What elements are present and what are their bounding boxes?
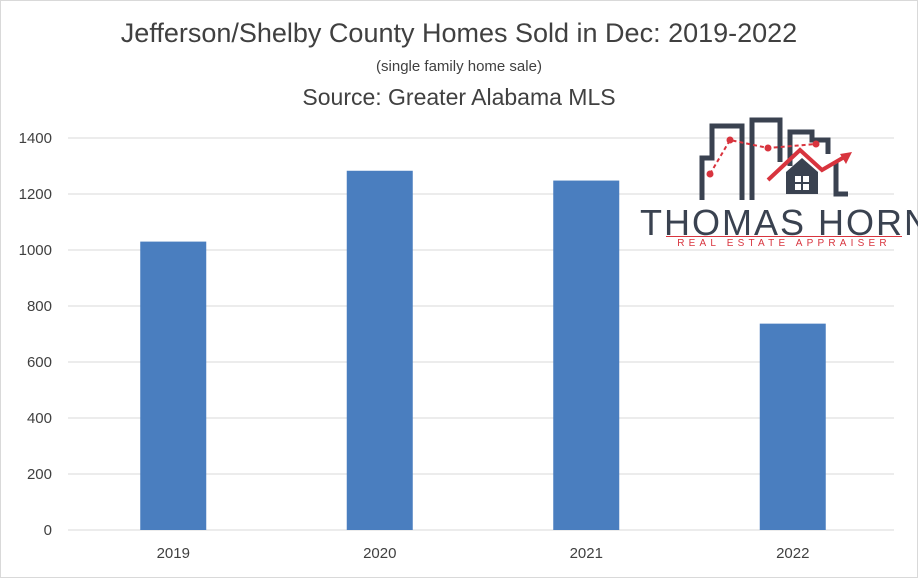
chart-title: Jefferson/Shelby County Homes Sold in De… bbox=[120, 18, 798, 48]
chart-subtitle: (single family home sale) bbox=[376, 58, 542, 75]
y-tick-label: 600 bbox=[27, 354, 52, 371]
y-tick-label: 1000 bbox=[19, 242, 52, 259]
chart-source: Source: Greater Alabama MLS bbox=[302, 84, 616, 110]
x-tick-label: 2021 bbox=[570, 545, 603, 562]
x-tick-label: 2019 bbox=[157, 545, 190, 562]
bar-2020 bbox=[346, 170, 413, 530]
y-tick-label: 800 bbox=[27, 298, 52, 315]
y-tick-label: 1400 bbox=[19, 130, 52, 147]
thomas-horn-logo: THOMAS HORN REAL ESTATE APPRAISER bbox=[640, 110, 918, 260]
logo-divider bbox=[666, 236, 902, 237]
x-tick-label: 2020 bbox=[363, 545, 396, 562]
bar-2021 bbox=[553, 180, 620, 530]
logo-tagline: REAL ESTATE APPRAISER bbox=[677, 238, 891, 249]
y-tick-label: 0 bbox=[44, 522, 52, 539]
y-tick-label: 400 bbox=[27, 410, 52, 427]
y-tick-label: 200 bbox=[27, 466, 52, 483]
bar-2022 bbox=[759, 323, 826, 530]
bar-2019 bbox=[140, 241, 207, 530]
city-skyline-house-icon bbox=[699, 117, 852, 200]
x-tick-label: 2022 bbox=[776, 545, 809, 562]
y-tick-label: 1200 bbox=[19, 186, 52, 203]
